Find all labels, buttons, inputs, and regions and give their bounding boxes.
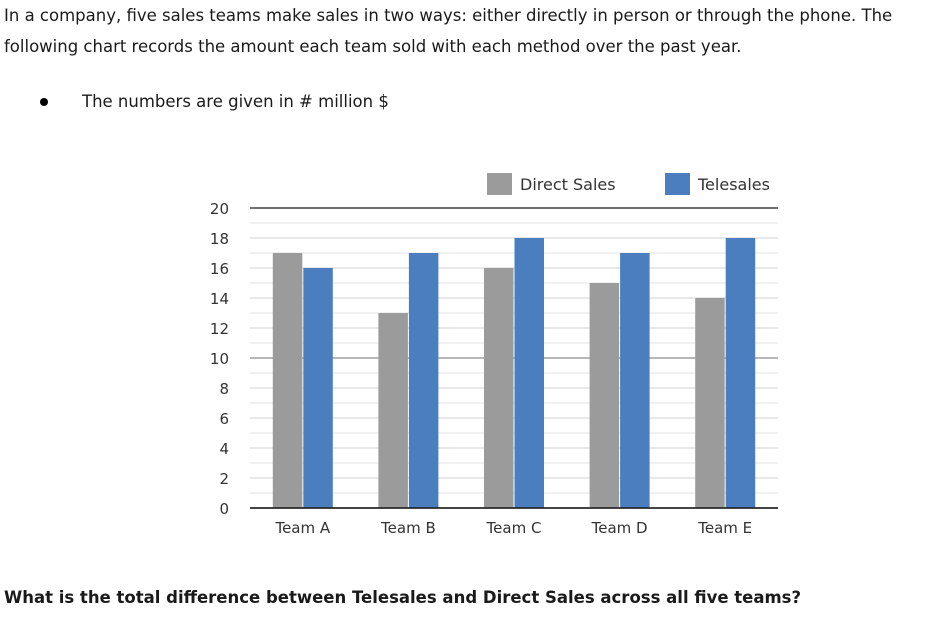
bar-direct-sales	[484, 268, 514, 508]
y-tick-label: 14	[210, 290, 229, 308]
bar-direct-sales	[378, 313, 408, 508]
y-tick-label: 20	[210, 200, 229, 218]
legend-label: Direct Sales	[520, 175, 616, 194]
x-tick-label: Team E	[697, 519, 752, 537]
y-tick-label: 8	[219, 380, 229, 398]
y-tick-label: 18	[210, 230, 229, 248]
bar-telesales	[514, 238, 544, 508]
x-tick-label: Team B	[380, 519, 436, 537]
y-tick-label: 2	[219, 470, 229, 488]
legend-swatch-telesales	[665, 173, 690, 195]
bar-telesales	[408, 253, 439, 508]
intro-paragraph: In a company, five sales teams make sale…	[4, 6, 893, 56]
bar-direct-sales	[589, 283, 620, 508]
bar-telesales	[725, 238, 756, 508]
bullet-item: The numbers are given in # million $	[40, 88, 389, 116]
bullet-text: The numbers are given in # million $	[82, 92, 389, 111]
bar-direct-sales	[695, 298, 725, 508]
x-tick-label: Team C	[486, 519, 542, 537]
x-tick-label: Team D	[591, 519, 648, 537]
y-tick-label: 4	[219, 440, 229, 458]
y-tick-label: 6	[219, 410, 229, 428]
bullet-dot-icon	[40, 98, 48, 106]
bar-direct-sales	[272, 253, 303, 508]
bar-telesales	[303, 268, 333, 508]
legend-swatch-direct-sales	[487, 173, 512, 195]
legend-label: Telesales	[697, 175, 770, 194]
y-tick-label: 12	[210, 320, 229, 338]
x-tick-label: Team A	[274, 519, 330, 537]
question-text: What is the total difference between Tel…	[4, 588, 802, 607]
y-tick-label: 0	[219, 500, 229, 518]
y-tick-label: 16	[210, 260, 229, 278]
bar-telesales	[620, 253, 650, 508]
y-tick-label: 10	[210, 350, 229, 368]
